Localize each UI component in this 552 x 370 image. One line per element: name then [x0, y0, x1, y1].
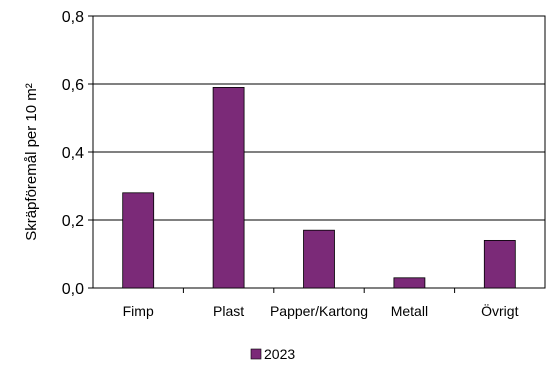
y-axis-ticks: 0,0 0,2 0,4 0,6 0,8 — [62, 9, 93, 298]
legend-label: 2023 — [264, 346, 295, 362]
y-axis-label: Skräpföremål per 10 m² — [23, 83, 40, 241]
legend: 2023 — [250, 346, 295, 362]
x-tick-label: Metall — [391, 303, 428, 319]
x-tick-label: Papper/Kartong — [270, 303, 368, 319]
y-tick-label: 0,0 — [62, 281, 84, 298]
bar-fimp — [122, 192, 155, 289]
x-tick-label: Plast — [213, 303, 244, 319]
x-tick-label: Övrigt — [481, 302, 518, 319]
bar-papper-kartong — [303, 229, 335, 289]
gridlines — [93, 83, 545, 221]
y-tick-label: 0,8 — [62, 9, 84, 26]
legend-swatch — [250, 348, 262, 360]
bars — [122, 87, 516, 289]
bar-metall — [393, 277, 426, 289]
y-tick-label: 0,4 — [62, 145, 84, 162]
x-tick-label: Fimp — [123, 303, 154, 319]
y-tick-label: 0,2 — [62, 213, 84, 230]
bar-plast — [212, 87, 245, 289]
x-axis-ticks: Fimp Plast Papper/Kartong Metall Övrigt — [123, 288, 519, 319]
y-tick-label: 0,6 — [62, 77, 84, 94]
bar-övrigt — [483, 239, 516, 289]
